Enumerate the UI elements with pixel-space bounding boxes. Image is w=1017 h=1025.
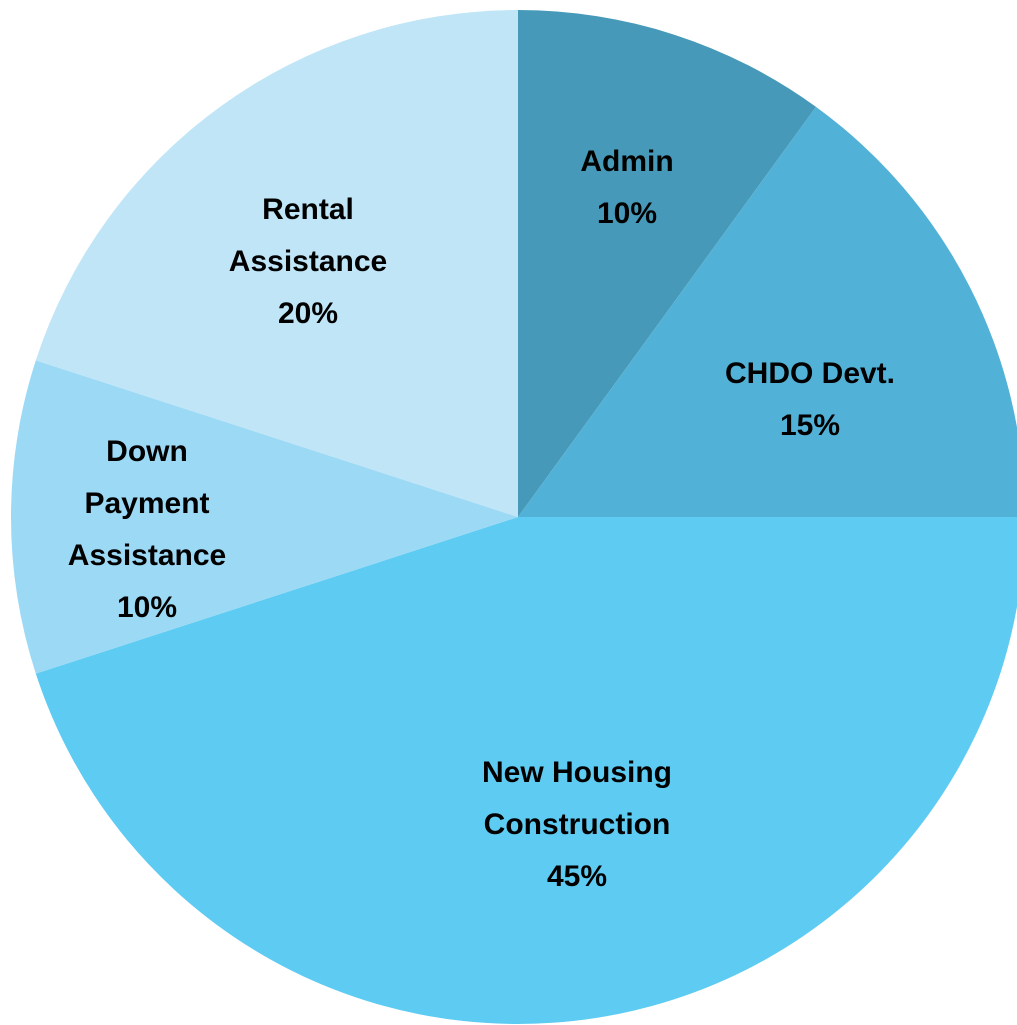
slice-label: Admin 10% xyxy=(547,136,707,240)
pie-slice xyxy=(35,517,1017,1024)
pie-slice xyxy=(518,10,817,517)
category-label: Rental Assistance xyxy=(228,193,388,278)
slice-label: Rental Assistance 20% xyxy=(198,184,418,340)
value-label: 10% xyxy=(116,591,178,624)
slice-label: New Housing Construction 45% xyxy=(447,747,707,903)
category-label: CHDO Devt. xyxy=(724,357,896,390)
category-label: Down Payment Assistance xyxy=(67,435,227,572)
value-label: 10% xyxy=(596,197,658,230)
value-label: 45% xyxy=(546,860,608,893)
slice-label: Down Payment Assistance 10% xyxy=(47,426,247,634)
pie-slice xyxy=(10,360,519,674)
slice-label: CHDO Devt. 15% xyxy=(680,348,940,452)
pie-slice xyxy=(35,10,519,517)
pie-slice xyxy=(518,106,1017,517)
value-label: 15% xyxy=(779,409,841,442)
value-label: 20% xyxy=(277,297,339,330)
category-label: Admin xyxy=(580,145,674,178)
category-label: New Housing Construction xyxy=(481,756,672,841)
